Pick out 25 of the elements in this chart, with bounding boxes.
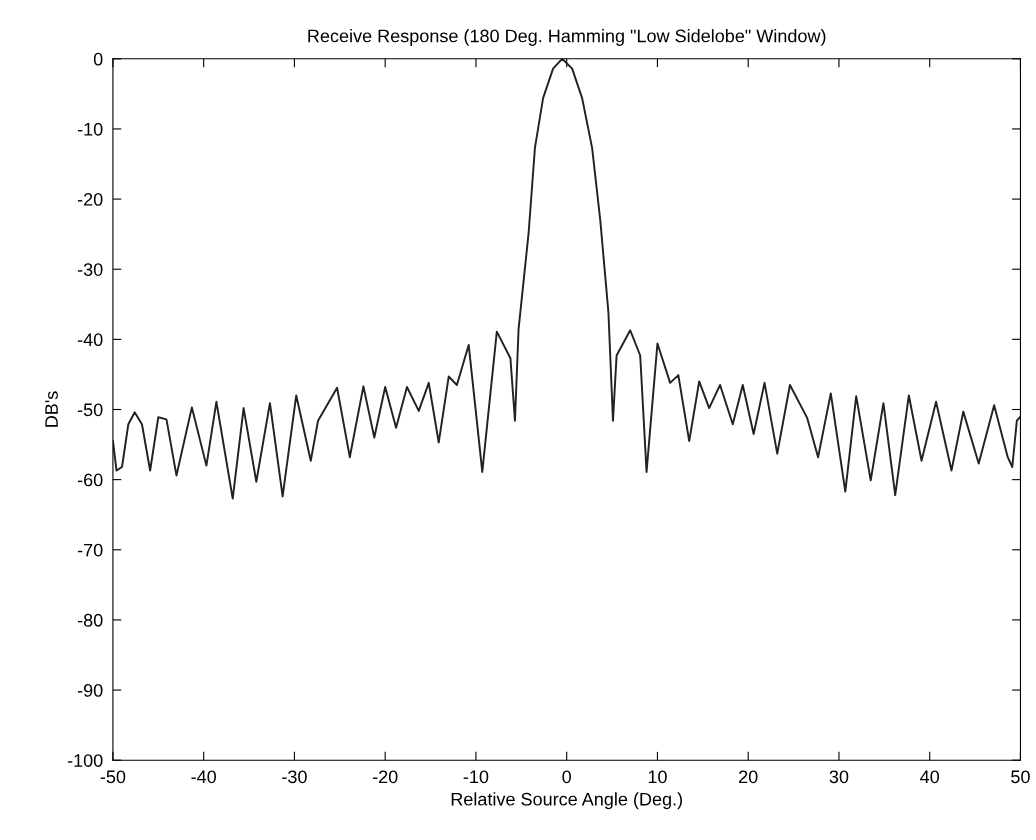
chart-title: Receive Response (180 Deg. Hamming "Low Sidelobe" Window) (308, 29, 826, 46)
y-tick-label: -10 (77, 122, 103, 136)
y-tick-label: -40 (77, 333, 103, 347)
x-axis-title: Relative Source Angle (Deg.) (451, 792, 682, 810)
x-tick-label: -40 (191, 770, 217, 784)
x-tick-label: -30 (282, 770, 307, 784)
x-tick-label: 50 (1011, 770, 1030, 784)
y-tick-label: -20 (77, 193, 103, 206)
x-tick-label: 30 (829, 770, 849, 784)
y-tick-label: -90 (77, 683, 103, 697)
y-tick-label: -30 (77, 263, 103, 276)
x-tick-label: 10 (648, 770, 667, 784)
x-tick-label: -50 (100, 770, 126, 784)
y-tick-label: -100 (67, 754, 103, 767)
x-tick-label: 40 (920, 770, 940, 784)
y-axis-title: DB's (45, 391, 58, 427)
y-tick-label: 0 (93, 52, 103, 66)
x-tick-label: -10 (463, 770, 489, 784)
y-tick-label: -70 (77, 543, 103, 557)
x-tick-label: 0 (562, 770, 572, 784)
y-tick-label: -50 (77, 403, 103, 417)
x-tick-label: -20 (372, 770, 398, 784)
y-tick-label: -80 (77, 613, 103, 627)
y-tick-label: -60 (77, 473, 103, 487)
x-tick-label: 20 (739, 770, 758, 784)
